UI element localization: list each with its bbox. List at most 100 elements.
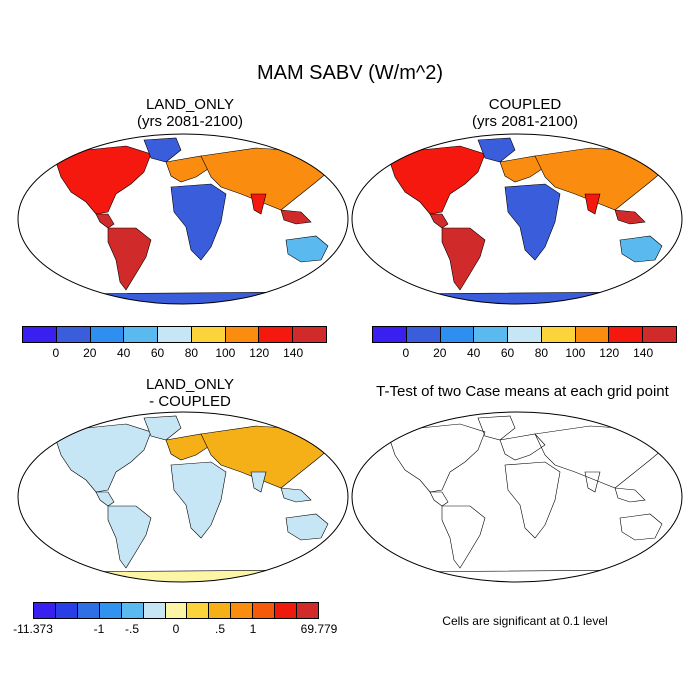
continent-se-asia <box>280 487 312 503</box>
colorbar-swatch <box>90 327 125 342</box>
panel-title-land-only: LAND_ONLY (yrs 2081-2100) <box>30 96 350 130</box>
colorbar-swatch <box>34 603 56 618</box>
continent-central-america <box>95 491 115 507</box>
colorbar-swatch <box>56 327 91 342</box>
colorbar-swatch <box>293 327 327 342</box>
colorbar-swatch <box>253 603 276 618</box>
continent-greenland <box>477 415 516 441</box>
map-coupled <box>351 133 683 305</box>
continent-australia <box>285 513 329 541</box>
continent-australia <box>619 513 663 541</box>
colorbar-tick-label: 80 <box>534 346 549 360</box>
colorbar-labels: -11.373 -1 -.5 0 .5 1 69.779 <box>13 622 337 638</box>
colorbar-coupled <box>372 326 677 343</box>
colorbar-tick-label: 100 <box>565 346 586 360</box>
colorbar-swatch <box>23 327 57 342</box>
colorbar-tick-label: 80 <box>184 346 199 360</box>
panel-title-line1: T-Test of two Case means at each grid po… <box>376 383 669 400</box>
continent-central-america <box>429 213 449 229</box>
colorbar-tick-label: 40 <box>116 346 131 360</box>
colorbar-tick-label: 140 <box>633 346 654 360</box>
panel-title-difference: LAND_ONLY - COUPLED <box>30 376 350 410</box>
colorbar-swatch <box>143 603 166 618</box>
colorbar-tick-label: 1 <box>249 622 257 636</box>
colorbar-swatch <box>158 327 192 342</box>
continent-north-america <box>389 145 486 215</box>
continent-australia <box>285 235 329 263</box>
colorbar-tick-label: 60 <box>500 346 515 360</box>
continent-africa <box>504 183 561 261</box>
continent-india <box>584 193 601 215</box>
continent-africa <box>170 461 227 539</box>
colorbar-swatch <box>165 603 188 618</box>
colorbar-swatch <box>474 327 509 342</box>
colorbar-swatch <box>77 603 100 618</box>
colorbar-land-only <box>22 326 327 343</box>
map-fill <box>35 137 337 304</box>
colorbar-swatch <box>406 327 441 342</box>
colorbar-swatch <box>124 327 159 342</box>
colorbar-swatch <box>191 327 226 342</box>
colorbar-swatch <box>121 603 144 618</box>
panel-title-line1: LAND_ONLY <box>145 96 235 113</box>
panel-title-line1: COUPLED <box>488 96 562 113</box>
continent-africa <box>504 461 561 539</box>
continent-india <box>584 471 601 493</box>
colorbar-tick-label: 140 <box>283 346 304 360</box>
colorbar-swatch <box>209 603 232 618</box>
continent-south-america <box>441 227 486 291</box>
continent-india <box>250 193 267 215</box>
colorbar-tick-label: 120 <box>249 346 270 360</box>
colorbar-swatch <box>541 327 576 342</box>
continent-central-america <box>95 213 115 229</box>
colorbar-labels: 0 20 40 60 80 100 120 140 <box>22 346 327 362</box>
continent-south-america <box>441 505 486 569</box>
map-fill <box>369 137 671 304</box>
significance-note: Cells are significant at 0.1 level <box>442 614 608 628</box>
colorbar-swatch <box>231 603 254 618</box>
colorbar-tick-label: 20 <box>433 346 447 360</box>
colorbar-swatch <box>225 327 260 342</box>
continent-north-america <box>389 423 486 493</box>
continent-se-asia <box>614 209 646 225</box>
colorbar-tick-label: -1 <box>93 622 105 636</box>
continent-se-asia <box>280 209 312 225</box>
colorbar-swatch <box>259 327 294 342</box>
colorbar-swatch <box>99 603 122 618</box>
colorbar-swatch <box>575 327 610 342</box>
panel-title-line2: (yrs 2081-2100) <box>472 113 578 130</box>
colorbar-swatch <box>643 327 677 342</box>
colorbar-swatch <box>187 603 210 618</box>
panel-title-line1: LAND_ONLY <box>145 376 235 393</box>
continent-asia <box>534 425 669 489</box>
colorbar-swatch <box>297 603 318 618</box>
colorbar-tick-label: 20 <box>83 346 97 360</box>
continent-greenland <box>143 415 182 441</box>
colorbar-swatch <box>508 327 542 342</box>
map-outline <box>369 415 671 582</box>
continent-north-america <box>55 423 152 493</box>
colorbar-tick-label: 69.779 <box>300 622 338 636</box>
colorbar-tick-label: 60 <box>150 346 165 360</box>
colorbar-swatch <box>373 327 407 342</box>
colorbar-tick-label: 0 <box>52 346 60 360</box>
continent-south-america <box>107 505 152 569</box>
map-ttest <box>351 411 683 583</box>
colorbar-swatch <box>440 327 475 342</box>
continent-india <box>250 471 267 493</box>
continent-se-asia <box>614 487 646 503</box>
colorbar-swatch <box>275 603 298 618</box>
map-difference <box>17 411 349 583</box>
panel-title-line2: - COUPLED <box>149 393 231 410</box>
colorbar-tick-label: 120 <box>599 346 620 360</box>
colorbar-labels: 0 20 40 60 80 100 120 140 <box>372 346 677 362</box>
colorbar-swatch <box>55 603 78 618</box>
panel-title-coupled: COUPLED (yrs 2081-2100) <box>365 96 685 130</box>
panel-title-ttest: T-Test of two Case means at each grid po… <box>350 383 695 400</box>
colorbar-tick-label: -.5 <box>124 622 140 636</box>
continent-europe <box>499 433 546 461</box>
continent-greenland <box>477 137 516 163</box>
colorbar-swatch <box>609 327 644 342</box>
continent-central-america <box>429 491 449 507</box>
colorbar-tick-label: .5 <box>214 622 226 636</box>
